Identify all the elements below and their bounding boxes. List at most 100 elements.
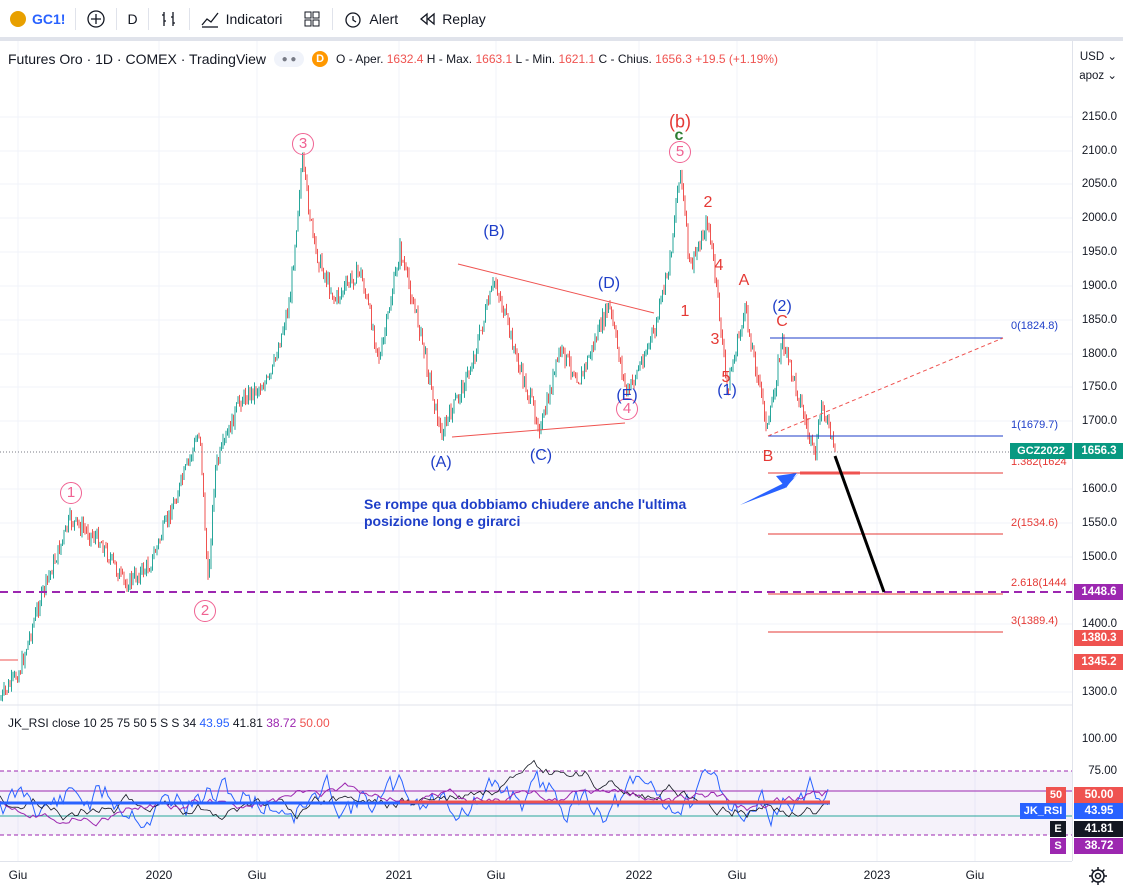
fib-label-1382: 1.382(1624 xyxy=(1011,456,1067,468)
add-symbol-button[interactable] xyxy=(76,4,116,34)
projection-arrow-line[interactable] xyxy=(833,455,886,593)
price-label: 1600.0 xyxy=(1081,483,1117,495)
alert-label: Alert xyxy=(369,10,399,27)
price-label: 2000.0 xyxy=(1081,212,1117,224)
wave-label-3[interactable]: 3 xyxy=(710,331,720,348)
interval-button[interactable]: D xyxy=(117,4,147,34)
top-toolbar: GC1! D Indicatori Alert Replay xyxy=(0,0,1123,41)
chart-annotation[interactable]: Se rompe qua dobbiamo chiudere anche l'u… xyxy=(364,496,686,530)
symbol-button[interactable]: GC1! xyxy=(0,4,75,34)
price-label: 1850.0 xyxy=(1081,314,1117,326)
rsi-value-tag: 43.95 xyxy=(1074,803,1123,819)
close-label: C - Chius. xyxy=(598,52,652,66)
time-scale[interactable]: Giu 2020 Giu 2021 Giu 2022 Giu 2023 Giu xyxy=(0,861,1072,895)
time-label: Giu xyxy=(8,868,28,882)
unit-label: apoz xyxy=(1079,70,1105,82)
wave-label-2[interactable]: 2 xyxy=(703,194,713,211)
wave-circle-3[interactable]: 3 xyxy=(292,133,314,155)
wave-label-b[interactable]: (b) xyxy=(669,111,691,132)
settings-gear-icon[interactable] xyxy=(1088,866,1108,891)
candles-icon xyxy=(161,11,175,26)
replay-button[interactable]: Replay xyxy=(408,4,496,34)
price-scale[interactable]: USD ⌄ apoz ⌄ 2150.0 2100.0 2050.0 2000.0… xyxy=(1072,41,1123,861)
divider xyxy=(188,7,190,30)
divider xyxy=(332,7,334,30)
level-tag-1: 1448.6 xyxy=(1074,584,1123,600)
wave-label-2-deg[interactable]: (2) xyxy=(772,298,792,315)
wave-label-A-red[interactable]: A xyxy=(738,272,750,289)
grid-icon xyxy=(304,11,320,26)
level-tag-3: 1345.2 xyxy=(1074,654,1123,670)
divider xyxy=(75,7,77,30)
price-label: 1550.0 xyxy=(1081,517,1117,529)
wave-circle-5[interactable]: 5 xyxy=(669,141,691,163)
price-label: 2050.0 xyxy=(1081,178,1117,190)
rsi-s-tag: 38.72 xyxy=(1074,838,1123,854)
chart-type-button[interactable] xyxy=(149,4,189,34)
time-label: 2020 xyxy=(145,868,173,882)
wave-label-1[interactable]: 1 xyxy=(680,303,690,320)
wave-circle-4[interactable]: 4 xyxy=(616,398,638,420)
price-label: 2100.0 xyxy=(1081,145,1117,157)
price-label: 1400.0 xyxy=(1081,618,1117,630)
wave-label-B-red[interactable]: B xyxy=(762,448,774,465)
change-value: +19.5 (+1.19%) xyxy=(695,52,778,66)
wave-label-4[interactable]: 4 xyxy=(714,257,724,274)
currency-selector[interactable]: USD ⌄ xyxy=(1080,49,1117,63)
rsi-legend-title: JK_RSI close 10 25 75 50 5 S S 34 xyxy=(8,716,197,730)
indicators-button[interactable]: Indicatori xyxy=(190,4,293,34)
wave-circle-1[interactable]: 1 xyxy=(60,482,82,504)
gold-coin-icon xyxy=(10,10,26,27)
fib-label-0: 0(1824.8) xyxy=(1011,320,1059,332)
rsi-legend-v3: 38.72 xyxy=(266,716,297,730)
wave-label-1-deg[interactable]: (1) xyxy=(717,382,737,399)
price-label: 1900.0 xyxy=(1081,280,1117,292)
divider xyxy=(147,7,149,30)
wave-label-5[interactable]: 5 xyxy=(721,369,731,386)
wave-label-E[interactable]: (E) xyxy=(616,387,638,404)
indicators-label: Indicatori xyxy=(225,10,283,27)
level-tag-2: 1380.3 xyxy=(1074,630,1123,646)
unit-selector[interactable]: apoz ⌄ xyxy=(1079,68,1117,82)
close-value: 1656.3 xyxy=(655,52,692,66)
rsi-legend-v4: 50.00 xyxy=(299,716,330,730)
price-label: 1500.0 xyxy=(1081,551,1117,563)
symbol-label: GC1! xyxy=(32,10,66,27)
fib-trend-dashed-line[interactable] xyxy=(767,337,1004,437)
rsi-legend: JK_RSI close 10 25 75 50 5 S S 34 43.95 … xyxy=(8,716,330,730)
chevron-down-icon: ⌄ xyxy=(1107,51,1117,63)
price-chart[interactable] xyxy=(0,41,1072,861)
symbol-name-tag: GCZ2022 xyxy=(1010,443,1072,459)
fib-label-2618: 2.618(1444 xyxy=(1011,577,1067,589)
wave-label-c-green[interactable]: c xyxy=(674,127,684,144)
rsi-mid-tag: 50.00 xyxy=(1074,787,1123,803)
triangle-upper-line[interactable] xyxy=(457,263,655,314)
wave-label-A[interactable]: (A) xyxy=(430,454,452,471)
rsi-e-tag: 41.81 xyxy=(1074,821,1123,837)
currency-label: USD xyxy=(1079,51,1105,63)
wave-label-B[interactable]: (B) xyxy=(483,223,505,240)
wave-label-C[interactable]: (C) xyxy=(529,447,553,464)
wave-label-D[interactable]: (D) xyxy=(597,275,621,292)
plus-circle-icon xyxy=(87,9,106,28)
divider xyxy=(116,7,118,30)
rsi-name-tag: JK_RSI xyxy=(1020,803,1066,819)
price-label: 1750.0 xyxy=(1081,381,1117,393)
visibility-toggle[interactable]: ● ● xyxy=(274,51,305,67)
low-value: 1621.1 xyxy=(558,52,596,66)
time-label: Giu xyxy=(965,868,985,882)
triangle-lower-line[interactable] xyxy=(451,422,626,438)
layouts-button[interactable] xyxy=(292,4,332,34)
annotation-line-1: Se rompe qua dobbiamo chiudere anche l'u… xyxy=(364,496,687,512)
high-label: H - Max. xyxy=(426,52,473,66)
wave-circle-2[interactable]: 2 xyxy=(194,600,216,622)
open-label: O - Aper. xyxy=(336,52,384,66)
alert-button[interactable]: Alert xyxy=(333,4,408,34)
rsi-lines xyxy=(0,759,830,829)
wave-label-C-red[interactable]: C xyxy=(776,313,788,330)
dividend-badge[interactable]: D xyxy=(312,51,329,67)
fib-label-1: 1(1679.7) xyxy=(1011,419,1059,431)
time-label: Giu xyxy=(727,868,747,882)
ohlc-values: O - Aper. 1632.4 H - Max. 1663.1 L - Min… xyxy=(336,52,778,66)
chart-legend: Futures Oro · 1D · COMEX · TradingView ●… xyxy=(8,51,778,67)
